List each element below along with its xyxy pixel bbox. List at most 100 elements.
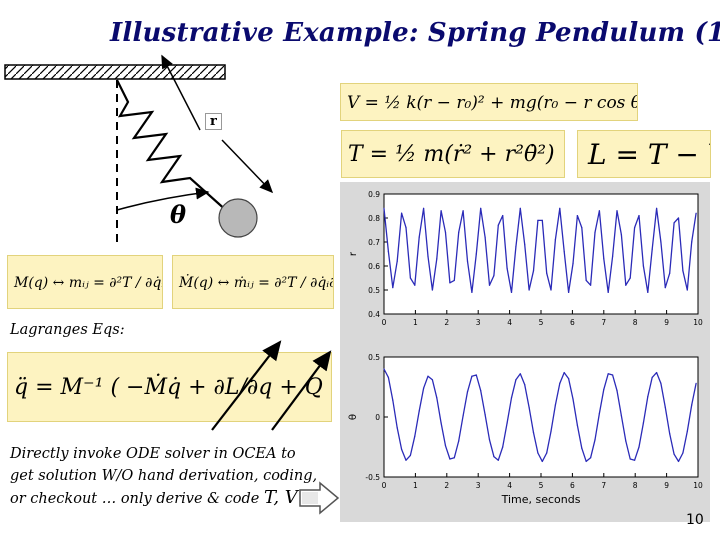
data-point [686,430,688,432]
data-point [576,424,578,426]
data-point [664,406,666,408]
data-point [686,289,688,291]
data-point [440,422,442,424]
data-point [418,410,420,412]
x-tick-label: 5 [539,481,544,490]
data-point [550,430,552,432]
data-point [502,446,504,448]
x-tick-label: 6 [570,481,575,490]
data-point [458,231,460,233]
potential-energy-equation: V = ½ k(r − r₀)² + mg(r₀ − r cos θ) [340,83,638,121]
data-point [409,454,411,456]
data-point [625,440,627,442]
data-point [642,422,644,424]
data-point [563,251,565,253]
data-point [458,440,460,442]
acceleration-equation: q̈ = M⁻¹ ( −Ṁq̇ + ∂L/∂q + Q + Cᵀ ) [7,352,332,422]
y-tick-label: 0.4 [368,310,380,319]
data-point [638,215,640,217]
data-point [502,215,504,217]
y-tick-label: 0.5 [368,353,380,362]
mass-matrix-derivative-equation: Ṁ(q) ↔ ṁᵢⱼ = ∂²T / ∂q̇ᵢ∂q̇ⱼ [172,255,334,309]
data-point [572,398,574,400]
data-point [387,376,389,378]
data-point [695,212,697,214]
data-point [493,456,495,458]
data-point [629,277,631,279]
x-tick-label: 8 [633,481,638,490]
data-point [387,251,389,253]
x-tick-label: 1 [413,318,418,327]
series-line-2 [383,368,697,463]
data-point [682,270,684,272]
description-line-1: Directly invoke ODE solver in OCEA to [10,446,296,462]
data-point [409,277,411,279]
description-line-3-vars: T, V [264,487,298,508]
x-tick-label: 9 [664,481,669,490]
data-point [616,390,618,392]
data-point [414,435,416,437]
data-point [682,452,684,454]
y-tick-label: 0.8 [368,214,380,223]
data-point [607,373,609,375]
data-point [634,459,636,461]
data-point [572,263,574,265]
data-point [506,267,508,269]
data-point [449,458,451,460]
x-tick-label: 1 [413,481,418,490]
data-point [603,388,605,390]
y-tick-label: 0 [375,413,380,422]
data-point [506,422,508,424]
data-point [550,289,552,291]
data-point [440,210,442,212]
data-point [383,368,385,370]
data-point [524,384,526,386]
data-point [515,379,517,381]
data-point [585,279,587,281]
data-point [471,291,473,293]
data-point [616,210,618,212]
data-point [519,373,521,375]
data-point [634,227,636,229]
slide-title: Illustrative Example: Spring Pendulum (1… [110,18,720,48]
description-text: Directly invoke ODE solver in OCEA to ge… [10,443,340,510]
data-point [598,412,600,414]
data-point [462,210,464,212]
data-point [669,433,671,435]
y-tick-label: 0.5 [368,286,380,295]
data-point [427,375,429,377]
data-point [392,399,394,401]
data-point [677,217,680,219]
block-arrow-icon [299,481,340,515]
data-point [603,258,605,260]
data-point [620,415,622,417]
r-label: r [205,113,222,130]
strikethrough-arrows [211,340,332,431]
data-point [647,396,649,398]
data-point [669,272,671,274]
data-point [449,282,451,284]
y-tick-label: 0.6 [368,262,380,271]
spring-pendulum-diagram [4,54,274,245]
data-point [528,406,530,408]
data-point [541,460,543,462]
x-tick-label: 3 [476,481,481,490]
data-point [590,284,592,286]
data-point [480,207,482,209]
data-point [563,372,565,374]
x-tick-label: 10 [693,481,703,490]
simulation-plots-panel: 0 1 2 3 4 5 6 7 8 9 10 0.9 0.8 0.7 0.6 0.5 0.4 r 0 1 2 3 4 5 6 7 8… [340,182,710,522]
data-point [581,227,583,229]
page-number: 10 [686,512,704,528]
data-point [612,374,614,376]
x-tick-label: 0 [382,481,387,490]
mass-matrix-equation: M(q) ↔ mᵢⱼ = ∂²T / ∂q̇ᵢ∂q̇ⱼ [7,255,163,309]
x-tick-label: 2 [444,481,449,490]
x-tick-label: 0 [382,318,387,327]
data-point [484,236,486,238]
data-point [436,258,438,260]
data-point [691,404,693,406]
x-tick-label: 9 [664,318,669,327]
data-point [515,246,517,248]
data-point [519,207,521,209]
